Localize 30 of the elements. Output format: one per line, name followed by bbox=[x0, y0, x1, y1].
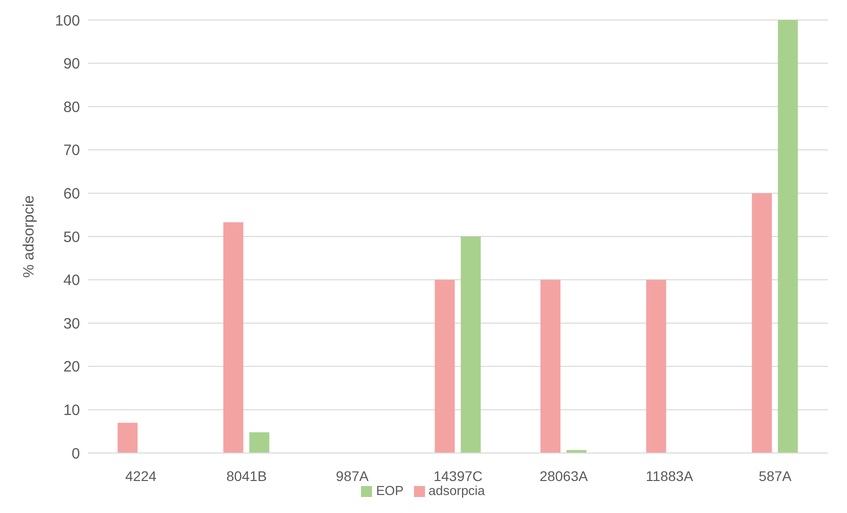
y-tick-label: 50 bbox=[63, 228, 80, 246]
x-tick-label: 14397C bbox=[433, 468, 483, 484]
y-tick-label: 30 bbox=[63, 315, 80, 332]
bar bbox=[223, 222, 244, 453]
y-tick-label: 0 bbox=[72, 445, 80, 462]
y-tick-label: 60 bbox=[63, 186, 80, 203]
x-tick-label: 987A bbox=[336, 468, 370, 484]
y-tick-label: 40 bbox=[63, 272, 80, 290]
bar bbox=[540, 280, 560, 453]
bar bbox=[434, 280, 455, 453]
x-tick-label: 11883A bbox=[646, 468, 694, 484]
y-tick-label: 70 bbox=[63, 142, 80, 160]
bar bbox=[646, 280, 666, 453]
bar bbox=[752, 193, 772, 453]
legend-label: adsorpcia bbox=[428, 483, 485, 498]
x-tick-label: 4224 bbox=[125, 468, 157, 484]
y-tick-label: 90 bbox=[63, 56, 80, 73]
y-axis-title: % adsorpcie bbox=[20, 195, 38, 278]
bar bbox=[249, 432, 270, 453]
bar bbox=[460, 236, 481, 453]
y-tick-label: 80 bbox=[63, 98, 80, 116]
legend-label: EOP bbox=[376, 483, 404, 498]
y-tick-label: 100 bbox=[54, 12, 80, 30]
bar bbox=[778, 20, 798, 453]
y-tick-label: 20 bbox=[63, 358, 80, 376]
x-tick-label: 8041B bbox=[226, 468, 267, 484]
y-tick-label: 10 bbox=[63, 402, 80, 420]
bar bbox=[118, 422, 138, 453]
x-tick-label: 587A bbox=[758, 468, 792, 484]
x-tick-label: 28063A bbox=[540, 468, 589, 484]
